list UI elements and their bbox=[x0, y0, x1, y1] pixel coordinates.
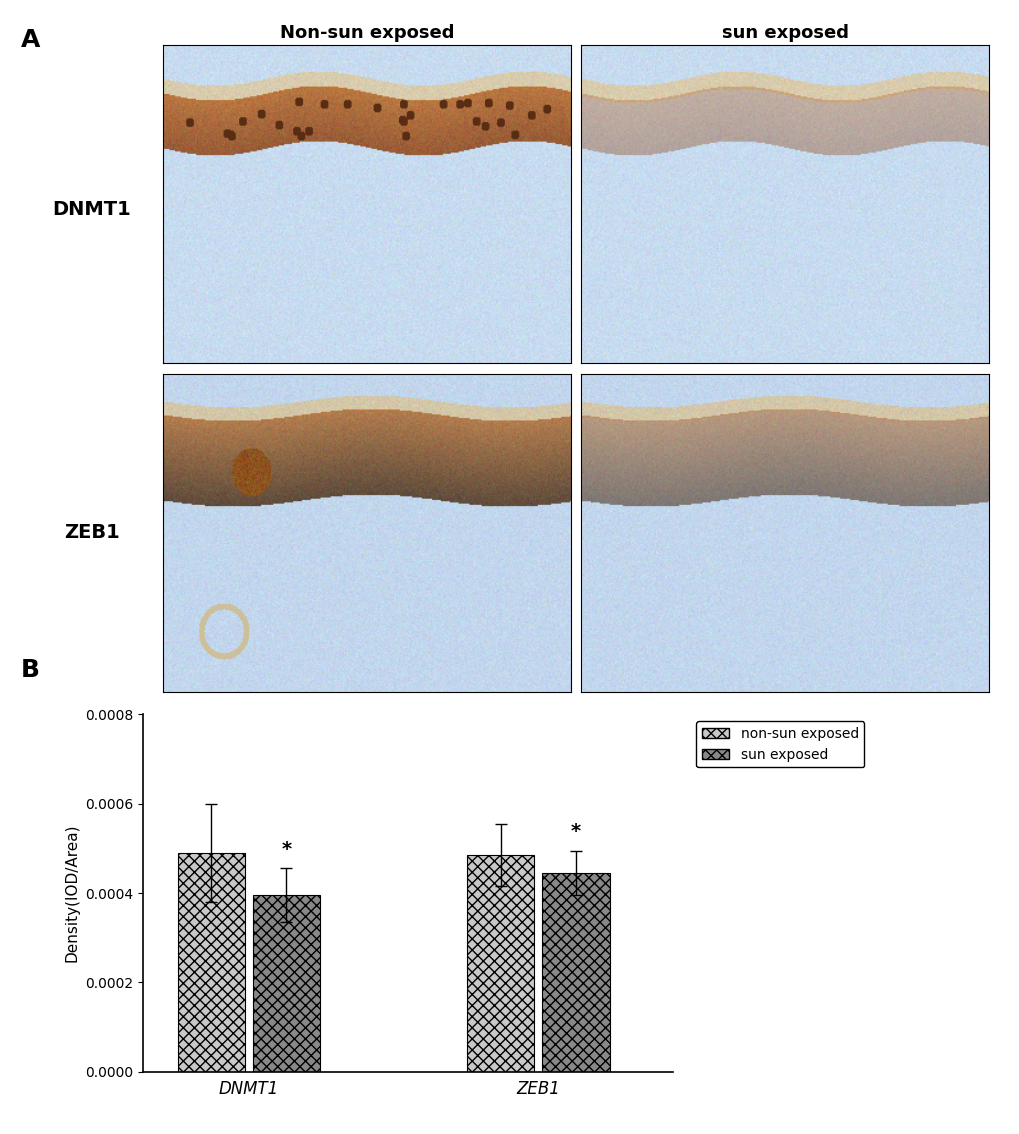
Text: DNMT1: DNMT1 bbox=[52, 201, 131, 219]
Legend: non-sun exposed, sun exposed: non-sun exposed, sun exposed bbox=[695, 721, 863, 768]
Text: A: A bbox=[20, 28, 40, 52]
Text: *: * bbox=[281, 839, 291, 858]
Text: ZEB1: ZEB1 bbox=[64, 524, 119, 542]
Text: B: B bbox=[20, 658, 40, 682]
Title: sun exposed: sun exposed bbox=[721, 25, 848, 42]
Title: Non-sun exposed: Non-sun exposed bbox=[279, 25, 454, 42]
Text: *: * bbox=[571, 822, 580, 840]
Bar bbox=[467, 855, 534, 1072]
Bar bbox=[253, 895, 320, 1072]
Y-axis label: Density(IOD/Area): Density(IOD/Area) bbox=[64, 823, 79, 963]
Bar bbox=[177, 853, 245, 1072]
Bar bbox=[541, 873, 609, 1072]
